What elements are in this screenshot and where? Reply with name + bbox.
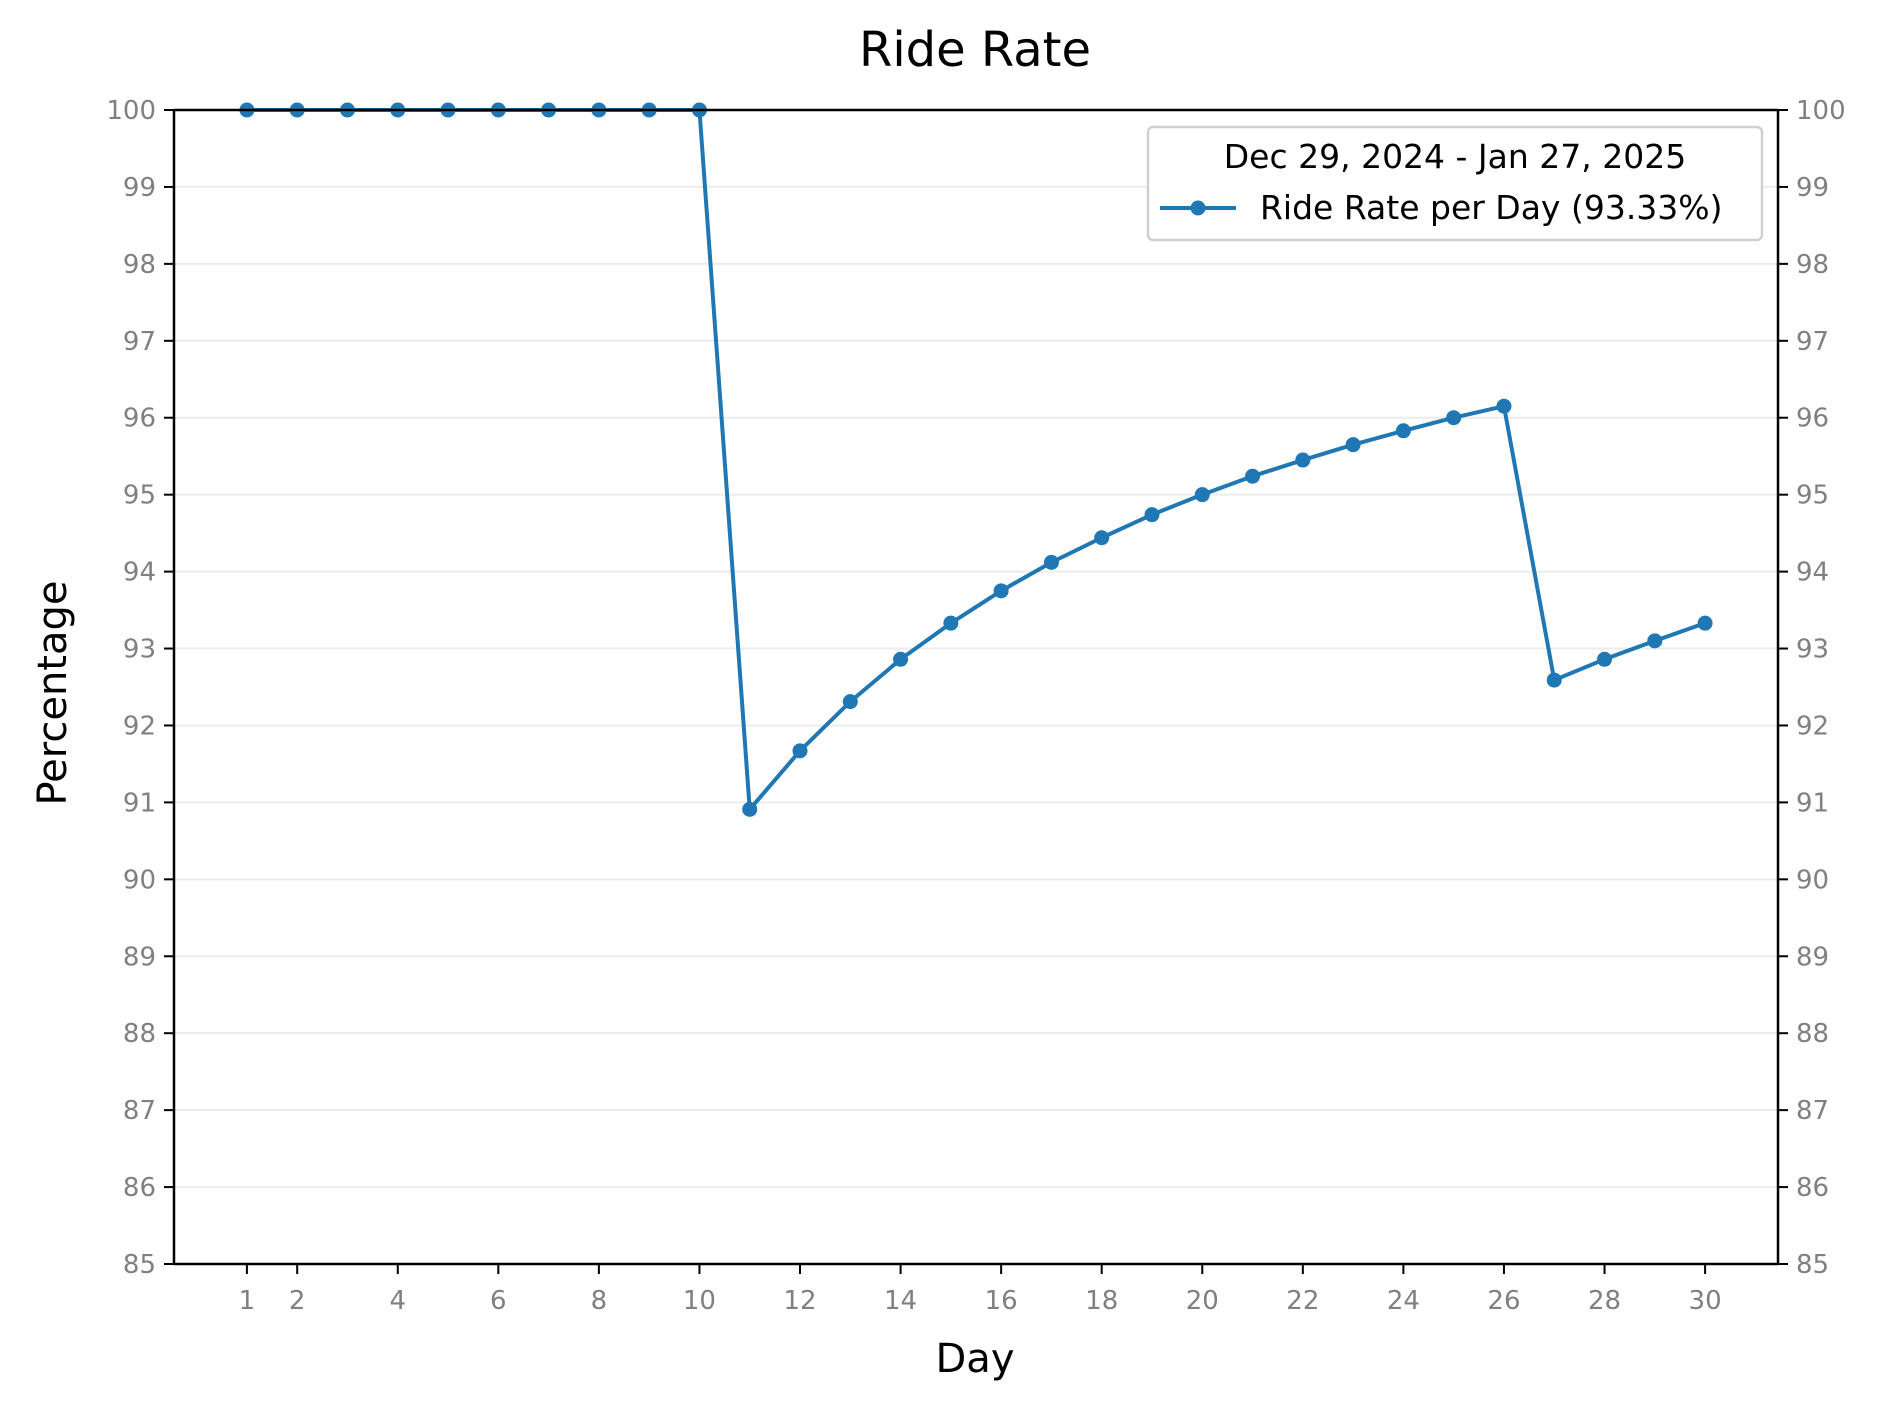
y-tick-label-right: 92 bbox=[1796, 711, 1829, 741]
data-point bbox=[792, 743, 808, 759]
y-tick-label-left: 94 bbox=[123, 558, 156, 588]
data-point bbox=[993, 583, 1009, 599]
y-tick-label-left: 100 bbox=[106, 96, 156, 126]
y-tick-label-right: 87 bbox=[1796, 1096, 1829, 1126]
data-point bbox=[742, 801, 758, 817]
legend: Dec 29, 2024 - Jan 27, 2025 Ride Rate pe… bbox=[1146, 125, 1764, 242]
gridlines bbox=[174, 109, 1778, 1265]
data-point bbox=[1546, 672, 1562, 688]
x-tick-label: 28 bbox=[1588, 1286, 1621, 1316]
x-tick-label: 26 bbox=[1487, 1286, 1520, 1316]
y-tick-label-right: 99 bbox=[1796, 173, 1829, 203]
data-point bbox=[1194, 487, 1210, 503]
y-tick-label-right: 89 bbox=[1796, 942, 1829, 972]
y-tick-label-right: 97 bbox=[1796, 327, 1829, 357]
x-tick-label: 18 bbox=[1085, 1286, 1118, 1316]
legend-title: Dec 29, 2024 - Jan 27, 2025 bbox=[1224, 137, 1687, 176]
y-tick-label-right: 91 bbox=[1796, 788, 1829, 818]
data-point bbox=[1094, 530, 1110, 546]
x-tick-label: 20 bbox=[1186, 1286, 1219, 1316]
x-axis-title: Day bbox=[936, 1336, 1015, 1382]
data-point bbox=[943, 615, 959, 631]
y-tick-label-left: 96 bbox=[123, 404, 156, 434]
x-tick-label: 10 bbox=[683, 1286, 716, 1316]
x-tick-label: 1 bbox=[239, 1286, 256, 1316]
y-tick-label-right: 93 bbox=[1796, 635, 1829, 665]
y-tick-label-left: 92 bbox=[123, 711, 156, 741]
y-tick-label-left: 90 bbox=[123, 865, 156, 895]
data-point bbox=[842, 694, 858, 710]
data-point bbox=[1697, 615, 1713, 631]
data-point bbox=[1496, 398, 1512, 414]
data-point bbox=[1446, 410, 1462, 426]
y-tick-label-left: 95 bbox=[123, 481, 156, 511]
x-tick-label: 12 bbox=[783, 1286, 816, 1316]
y-tick-label-left: 86 bbox=[123, 1173, 156, 1203]
y-tick-label-right: 100 bbox=[1796, 96, 1846, 126]
y-tick-label-right: 88 bbox=[1796, 1019, 1829, 1049]
data-point bbox=[1144, 507, 1160, 523]
data-point bbox=[893, 651, 909, 667]
x-tick-label: 16 bbox=[985, 1286, 1018, 1316]
data-point bbox=[1245, 468, 1261, 484]
data-point bbox=[1043, 554, 1059, 570]
y-tick-label-left: 98 bbox=[123, 250, 156, 280]
x-tick-label: 14 bbox=[884, 1286, 917, 1316]
y-tick-label-left: 87 bbox=[123, 1096, 156, 1126]
x-tick-label: 24 bbox=[1387, 1286, 1420, 1316]
y-tick-label-left: 99 bbox=[123, 173, 156, 203]
y-tick-label-right: 86 bbox=[1796, 1173, 1829, 1203]
legend-marker-swatch bbox=[1190, 200, 1206, 216]
x-tick-label: 2 bbox=[289, 1286, 306, 1316]
x-tick-label: 4 bbox=[389, 1286, 406, 1316]
x-tick-label: 6 bbox=[490, 1286, 507, 1316]
x-tick-label: 30 bbox=[1689, 1286, 1722, 1316]
data-point bbox=[1295, 452, 1311, 468]
y-tick-label-left: 88 bbox=[123, 1019, 156, 1049]
y-tick-label-right: 94 bbox=[1796, 558, 1829, 588]
y-tick-label-right: 98 bbox=[1796, 250, 1829, 280]
y-tick-label-right: 90 bbox=[1796, 865, 1829, 895]
chart-title: Ride Rate bbox=[859, 22, 1091, 78]
y-tick-label-left: 85 bbox=[123, 1250, 156, 1280]
y-tick-label-right: 85 bbox=[1796, 1250, 1829, 1280]
y-tick-label-right: 95 bbox=[1796, 481, 1829, 511]
x-tick-label: 8 bbox=[591, 1286, 608, 1316]
y-tick-label-right: 96 bbox=[1796, 404, 1829, 434]
data-point bbox=[1647, 633, 1663, 649]
y-tick-label-left: 97 bbox=[123, 327, 156, 357]
data-point bbox=[1345, 437, 1361, 453]
data-point bbox=[1395, 423, 1411, 439]
legend-box bbox=[1146, 125, 1764, 242]
y-tick-label-left: 91 bbox=[123, 788, 156, 818]
data-point bbox=[1597, 651, 1613, 667]
y-tick-label-left: 89 bbox=[123, 942, 156, 972]
x-tick-label: 22 bbox=[1286, 1286, 1319, 1316]
legend-series-label: Ride Rate per Day (93.33%) bbox=[1260, 188, 1723, 227]
y-tick-label-left: 93 bbox=[123, 635, 156, 665]
y-axis-title: Percentage bbox=[30, 580, 76, 805]
